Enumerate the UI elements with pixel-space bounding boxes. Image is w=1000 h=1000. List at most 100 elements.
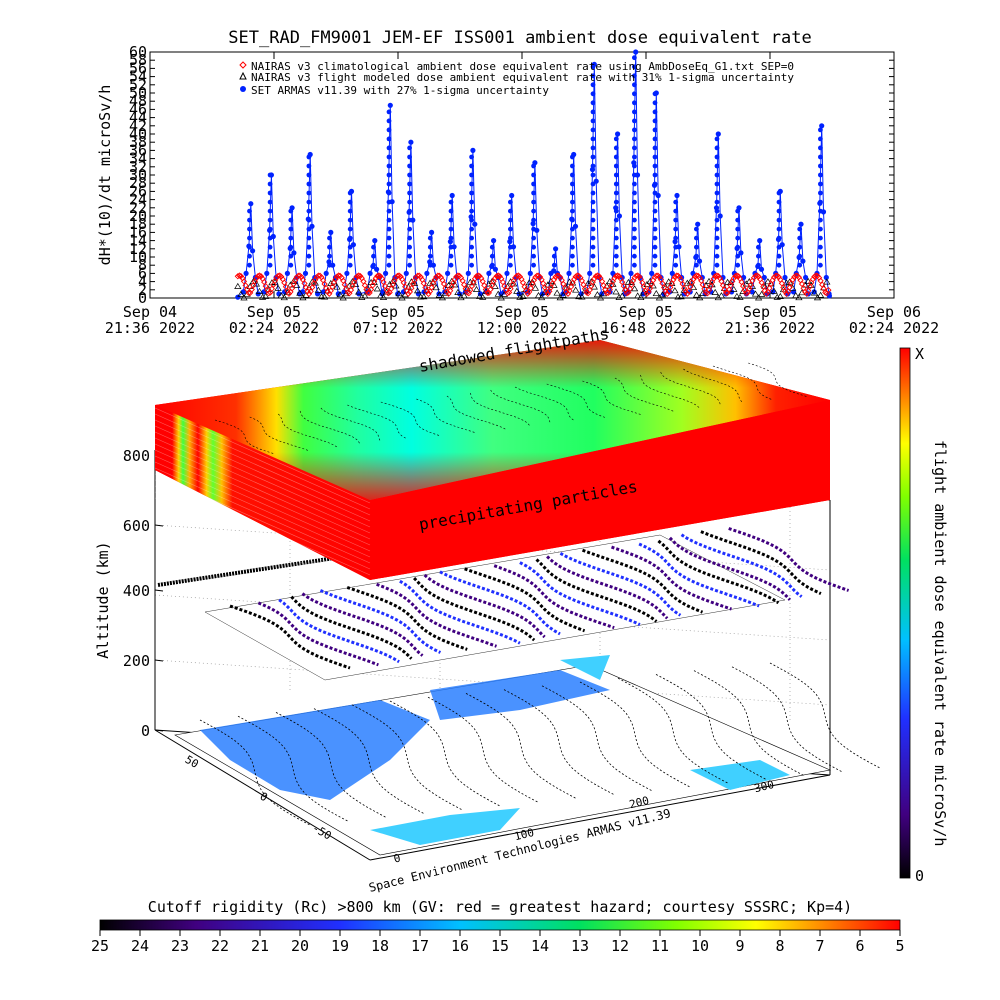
armas-point	[508, 262, 513, 268]
nairas-flight-point	[748, 282, 757, 289]
armas-point	[714, 163, 720, 169]
nairas-flight-point	[379, 293, 388, 300]
armas-point	[613, 154, 619, 160]
armas-point	[616, 213, 623, 219]
armas-point	[347, 208, 353, 214]
armas-point	[267, 199, 273, 205]
armas-point	[652, 190, 658, 196]
armas-point	[652, 208, 658, 214]
nairas-climatological-point	[347, 286, 355, 294]
nairas-flight-point	[289, 277, 298, 284]
nairas-flight-point	[460, 292, 468, 299]
armas-point	[288, 208, 294, 214]
armas-point	[247, 217, 252, 223]
nairas-climatological-point	[735, 273, 742, 280]
nairas-climatological-point	[388, 285, 395, 292]
armas-point	[652, 235, 658, 241]
armas-point	[818, 163, 823, 169]
nairas-flight-point	[596, 294, 605, 301]
nairas-climatological-point	[653, 272, 660, 279]
armas-point	[613, 172, 619, 178]
nairas-flight-point	[249, 278, 257, 285]
armas-point	[714, 172, 720, 178]
nairas-flight-point	[280, 294, 288, 301]
slab-stripe	[154, 443, 371, 540]
armas-point	[735, 226, 741, 232]
slab-stripe	[154, 437, 371, 534]
nairas-flight-point	[739, 287, 747, 294]
nairas-flight-point	[277, 292, 285, 299]
x-tick-label-day: Sep 06	[867, 303, 921, 321]
armas-point	[427, 253, 433, 259]
latitude-tick-label: 50	[183, 753, 201, 771]
armas-point	[590, 235, 596, 241]
y-tick-label: 14	[129, 232, 147, 250]
armas-point	[386, 217, 392, 223]
longitude-tick-label: 100	[513, 826, 535, 843]
armas-point	[674, 192, 680, 199]
y-tick-label: 60	[129, 43, 147, 61]
armas-point	[632, 145, 637, 151]
armas-point	[652, 253, 658, 259]
armas-point	[714, 208, 720, 214]
armas-point	[714, 136, 720, 142]
y-tick-label: 52	[129, 76, 147, 94]
armas-point	[652, 226, 658, 232]
armas-point	[347, 253, 353, 259]
armas-point	[818, 136, 823, 142]
nairas-flight-point	[454, 288, 462, 295]
nairas-climatological-point	[471, 275, 479, 282]
armas-point	[469, 244, 474, 250]
nairas-climatological-point	[307, 288, 314, 295]
nairas-flight-point	[736, 293, 744, 300]
armas-point	[776, 262, 782, 268]
slab-track	[249, 416, 310, 452]
rigidity-tick-label: 15	[491, 937, 509, 955]
armas-point	[800, 258, 806, 264]
armas-point	[694, 235, 699, 241]
altitude-tick-label: 600	[123, 517, 150, 535]
armas-point	[735, 244, 741, 250]
nairas-climatological-point	[484, 289, 491, 297]
armas-point	[570, 235, 575, 241]
armas-point	[407, 217, 412, 223]
armas-point	[469, 217, 474, 223]
armas-point	[613, 208, 619, 214]
armas-point	[613, 190, 619, 196]
armas-point	[347, 217, 353, 223]
armas-point	[531, 208, 536, 214]
nairas-flight-point	[240, 294, 248, 301]
armas-point	[531, 262, 536, 268]
armas-point	[673, 235, 679, 241]
armas-point	[327, 253, 332, 259]
armas-point	[302, 270, 309, 276]
altitude-3d-panel: 0 200 400 600 800 Altitude (km) 0 100 200 300 5…	[94, 324, 881, 895]
armas-point	[243, 270, 249, 276]
orbit-track	[346, 585, 468, 651]
nairas-flight-point	[336, 291, 344, 298]
orbit-track	[376, 582, 498, 648]
rigidity-tick-label: 14	[531, 937, 549, 955]
armas-point	[590, 217, 596, 223]
nairas-flight-point	[776, 292, 784, 299]
armas-point	[590, 154, 596, 160]
armas-point	[776, 253, 782, 259]
nairas-climatological-point	[606, 286, 613, 293]
nairas-climatological-point	[766, 285, 773, 292]
armas-point	[267, 244, 273, 250]
armas-point	[469, 163, 474, 169]
armas-point	[818, 127, 823, 133]
armas-point	[387, 102, 393, 108]
armas-point	[632, 190, 637, 196]
orbit-track	[700, 530, 822, 595]
nairas-flight-point	[497, 294, 505, 301]
nairas-flight-point	[730, 285, 738, 292]
y-tick-label: 18	[129, 215, 147, 233]
slab-track	[683, 368, 744, 404]
armas-point	[367, 270, 373, 276]
slab-stripe	[154, 425, 371, 522]
rigidity-tick-label: 21	[251, 937, 269, 955]
rigidity-tick-label: 7	[815, 937, 824, 955]
armas-point	[407, 163, 412, 169]
